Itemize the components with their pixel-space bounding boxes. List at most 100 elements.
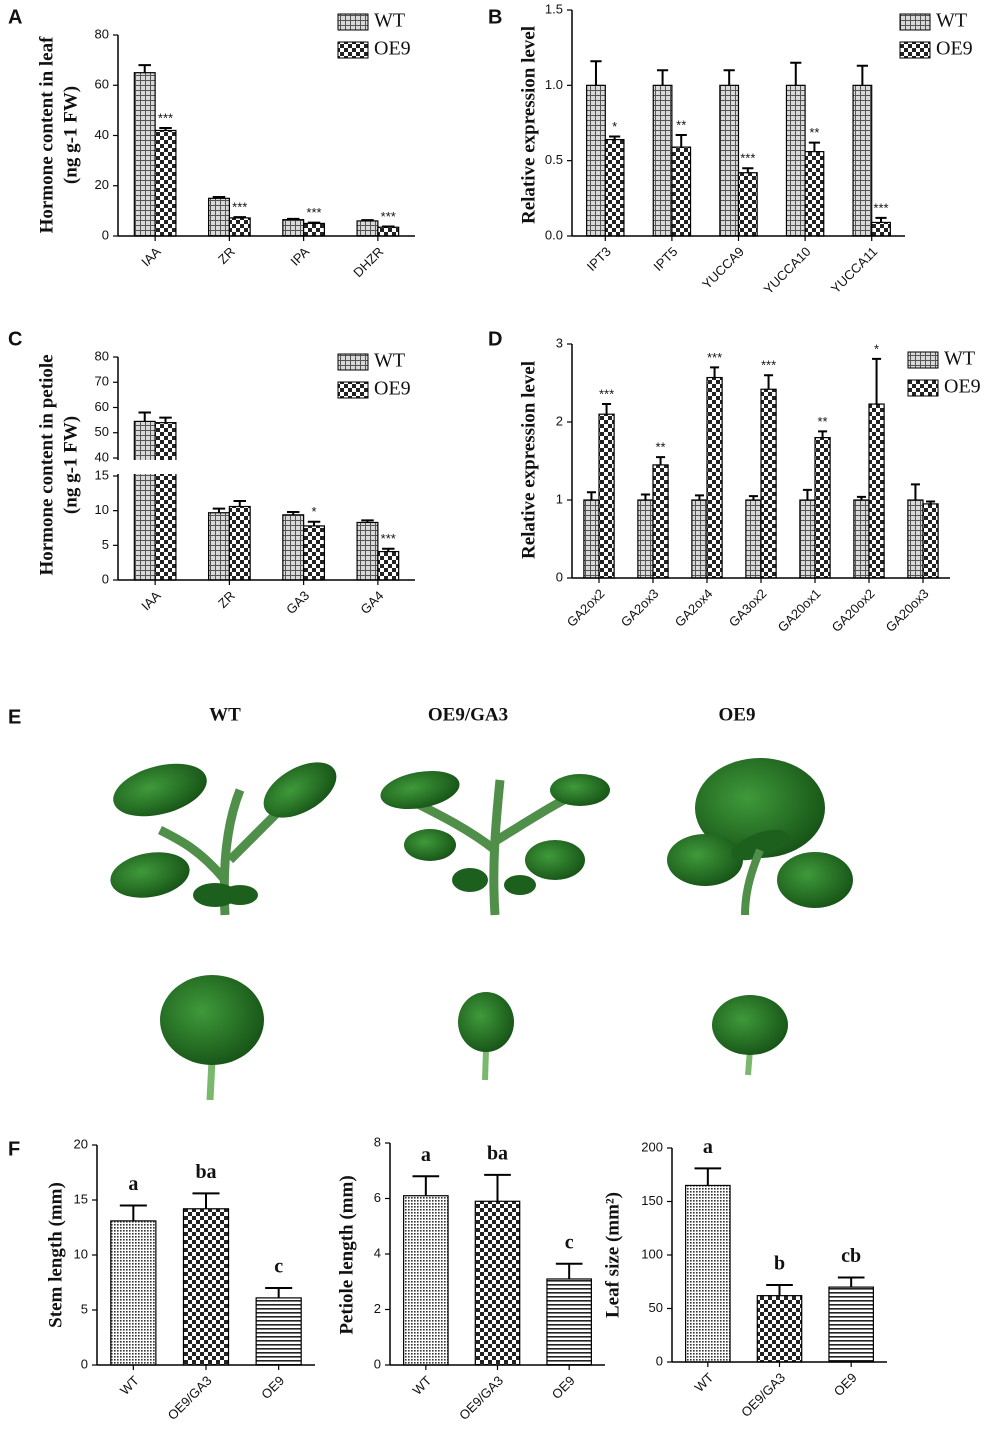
chart: Leaf size (mm²) 0 50 100 150 200 a WT b OE9/GA3 cb… (602, 1136, 887, 1420)
bar (182, 1208, 230, 1366)
y-tick-label: 1.5 (545, 1, 563, 16)
bar (745, 499, 762, 579)
panel-letter: F (8, 1138, 20, 1160)
x-tick-label: YUCCA11 (828, 244, 880, 296)
chart: Petiole length (mm) 0 2 4 6 8 a WT ba OE9/GA3 c OE9 (336, 1134, 605, 1423)
bar (756, 1295, 803, 1363)
error-bar (818, 430, 828, 438)
error-bar (910, 483, 920, 500)
bar (799, 499, 816, 579)
x-tick-label: YUCCA10 (761, 244, 814, 297)
bar (255, 1297, 302, 1366)
error-bar (233, 499, 247, 507)
x-tick-label: OE9/GA3 (738, 1370, 788, 1420)
bar (604, 138, 625, 237)
bar (303, 222, 326, 237)
bar (546, 1278, 592, 1366)
bar (737, 172, 758, 237)
y-tick-label: 0 (81, 1356, 88, 1371)
error-bar (766, 1283, 793, 1296)
bar (637, 499, 654, 579)
y-tick-label: 50 (95, 424, 109, 439)
error-bar (212, 507, 226, 513)
legend-swatch (337, 381, 369, 399)
y-tick-label: 20 (74, 1136, 88, 1151)
significance-label: a (421, 1144, 431, 1166)
y-tick-label: 60 (95, 399, 109, 414)
error-bar (808, 141, 821, 152)
error-bar (656, 69, 669, 86)
error-bar (875, 216, 887, 223)
chart: B Relative expression level 0.0 0.5 1.0 1.5 * I… (488, 1, 973, 297)
significance-label: * (874, 341, 879, 356)
bar (474, 1200, 521, 1366)
y-tick-label: 0.5 (545, 152, 563, 167)
x-tick-label: GA20ox2 (829, 586, 878, 635)
photo-column-title: WT (209, 704, 241, 725)
y-tick-label: 10 (95, 502, 109, 517)
bar (652, 464, 669, 579)
bar (377, 550, 400, 581)
y-axis-label: Stem length (mm) (45, 1182, 66, 1328)
significance-label: *** (381, 531, 396, 546)
significance-label: *** (707, 350, 722, 365)
error-bar (837, 1276, 865, 1288)
x-tick-label: GA20ox1 (775, 586, 824, 635)
y-tick-label: 80 (95, 26, 109, 41)
significance-label: c (274, 1256, 283, 1278)
y-tick-label: 2 (556, 413, 563, 428)
error-bar (159, 126, 172, 131)
significance-label: ba (195, 1161, 216, 1183)
error-bar (586, 491, 596, 500)
error-bar (742, 167, 754, 173)
legend-swatch (899, 41, 931, 59)
significance-label: ba (487, 1143, 508, 1165)
error-bar (307, 221, 321, 224)
y-tick-label: 0 (102, 227, 109, 242)
panel-letter: D (488, 328, 502, 350)
y-tick-label: 150 (641, 1193, 663, 1208)
x-tick-label: OE9 (258, 1373, 287, 1402)
error-bar (159, 416, 172, 423)
x-tick-label: GA2ox4 (672, 586, 716, 630)
legend-swatch (337, 353, 369, 371)
x-tick-label: OE9/GA3 (456, 1373, 506, 1423)
bar (583, 499, 600, 579)
y-axis-label: (ng g-1 FW) (60, 86, 81, 184)
legend-swatch (907, 351, 939, 369)
bar (303, 525, 326, 581)
x-tick-label: IPT5 (650, 244, 680, 274)
error-bar (602, 403, 612, 415)
bar (228, 505, 251, 581)
significance-label: *** (306, 205, 321, 220)
panel-letter: A (8, 6, 22, 28)
significance-label: a (703, 1136, 713, 1158)
panel-letter: E (8, 706, 21, 728)
error-bar (764, 374, 774, 390)
y-tick-label: 40 (95, 127, 109, 142)
x-tick-label: GA2ox2 (564, 586, 608, 630)
significance-label: *** (740, 151, 755, 166)
legend-label: WT (374, 350, 405, 372)
significance-label: ** (817, 414, 827, 429)
error-bar (307, 520, 321, 526)
photo-column-title: OE9/GA3 (428, 704, 508, 725)
legend-swatch (337, 13, 369, 31)
significance-label: *** (232, 200, 247, 215)
bar (685, 1184, 731, 1363)
bar (403, 1195, 449, 1366)
x-tick-label: IPT3 (584, 244, 614, 274)
x-tick-label: YUCCA9 (699, 244, 747, 292)
y-tick-label: 5 (102, 537, 109, 552)
y-axis-label: Relative expression level (518, 361, 539, 559)
x-tick-label: WT (691, 1370, 716, 1395)
x-tick-label: ZR (215, 588, 238, 611)
y-tick-label: 1 (556, 491, 563, 506)
error-bar (710, 366, 720, 378)
y-tick-label: 0 (656, 1353, 663, 1368)
bar (814, 437, 831, 579)
bar (154, 129, 177, 237)
error-bar (590, 60, 602, 86)
significance-label: cb (841, 1245, 861, 1267)
